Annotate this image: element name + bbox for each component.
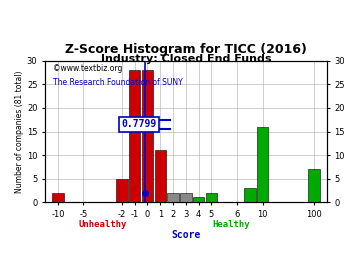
Bar <box>154 150 166 202</box>
Text: Unhealthy: Unhealthy <box>78 221 127 229</box>
Text: The Research Foundation of SUNY: The Research Foundation of SUNY <box>54 78 183 87</box>
Bar <box>180 193 192 202</box>
Bar <box>206 193 217 202</box>
Text: ©www.textbiz.org: ©www.textbiz.org <box>54 64 123 73</box>
X-axis label: Score: Score <box>171 230 201 240</box>
Bar <box>116 178 128 202</box>
Bar <box>52 193 64 202</box>
Bar <box>142 70 153 202</box>
Bar <box>308 169 320 202</box>
Bar <box>244 188 256 202</box>
Text: Healthy: Healthy <box>212 221 249 229</box>
Bar <box>257 127 269 202</box>
Bar <box>167 193 179 202</box>
Text: Z-Score Histogram for TICC (2016): Z-Score Histogram for TICC (2016) <box>65 43 307 56</box>
Bar <box>129 70 140 202</box>
Y-axis label: Number of companies (81 total): Number of companies (81 total) <box>15 70 24 193</box>
Text: Industry: Closed End Funds: Industry: Closed End Funds <box>101 54 271 64</box>
Bar <box>193 197 204 202</box>
Text: 0.7799: 0.7799 <box>122 119 157 129</box>
